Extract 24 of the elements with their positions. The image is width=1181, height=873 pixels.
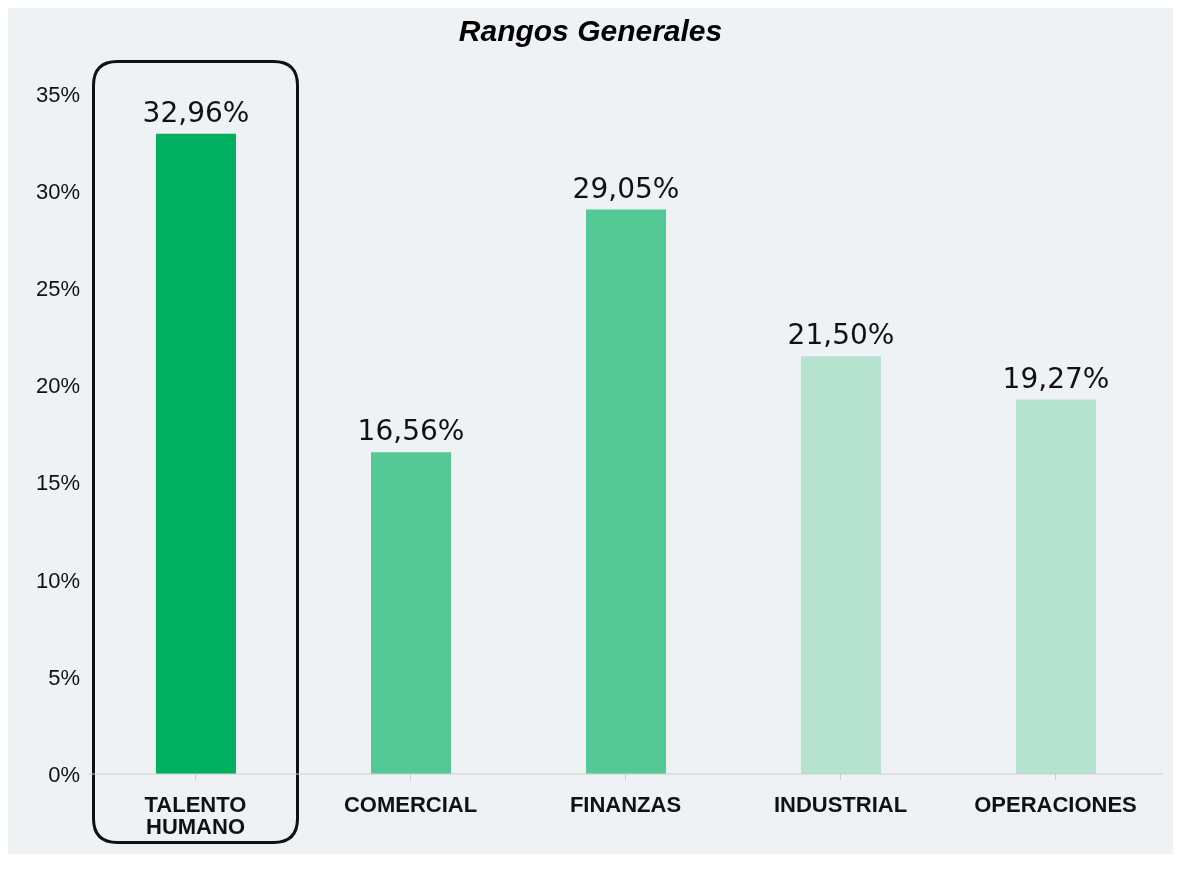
y-tick-label: 15% xyxy=(35,470,80,496)
bar xyxy=(801,356,881,774)
chart-title: Rangos Generales xyxy=(457,13,724,49)
x-tick-label: FINANZAS xyxy=(569,791,682,817)
y-tick-label: 30% xyxy=(35,178,80,204)
bar xyxy=(586,209,666,774)
x-tick-label: OPERACIONES xyxy=(974,791,1137,817)
y-tick-label: 20% xyxy=(35,373,80,399)
data-label: 19,27% xyxy=(1002,361,1110,395)
y-tick-label: 5% xyxy=(48,664,80,690)
y-tick-label: 35% xyxy=(35,81,80,107)
bar xyxy=(1016,399,1096,774)
data-label: 16,56% xyxy=(357,414,465,448)
data-label: 32,96% xyxy=(142,95,250,129)
data-label: 29,05% xyxy=(572,171,680,205)
data-label: 21,50% xyxy=(787,318,895,352)
y-tick-label: 0% xyxy=(48,761,80,787)
bar xyxy=(156,133,236,774)
x-tick-label: TALENTO HUMANO xyxy=(144,791,247,839)
x-tick-label: COMERCIAL xyxy=(343,791,478,817)
y-tick-label: 10% xyxy=(35,567,80,593)
x-tick-label: INDUSTRIAL xyxy=(773,791,908,817)
bar xyxy=(371,452,451,774)
y-tick-label: 25% xyxy=(35,276,80,302)
